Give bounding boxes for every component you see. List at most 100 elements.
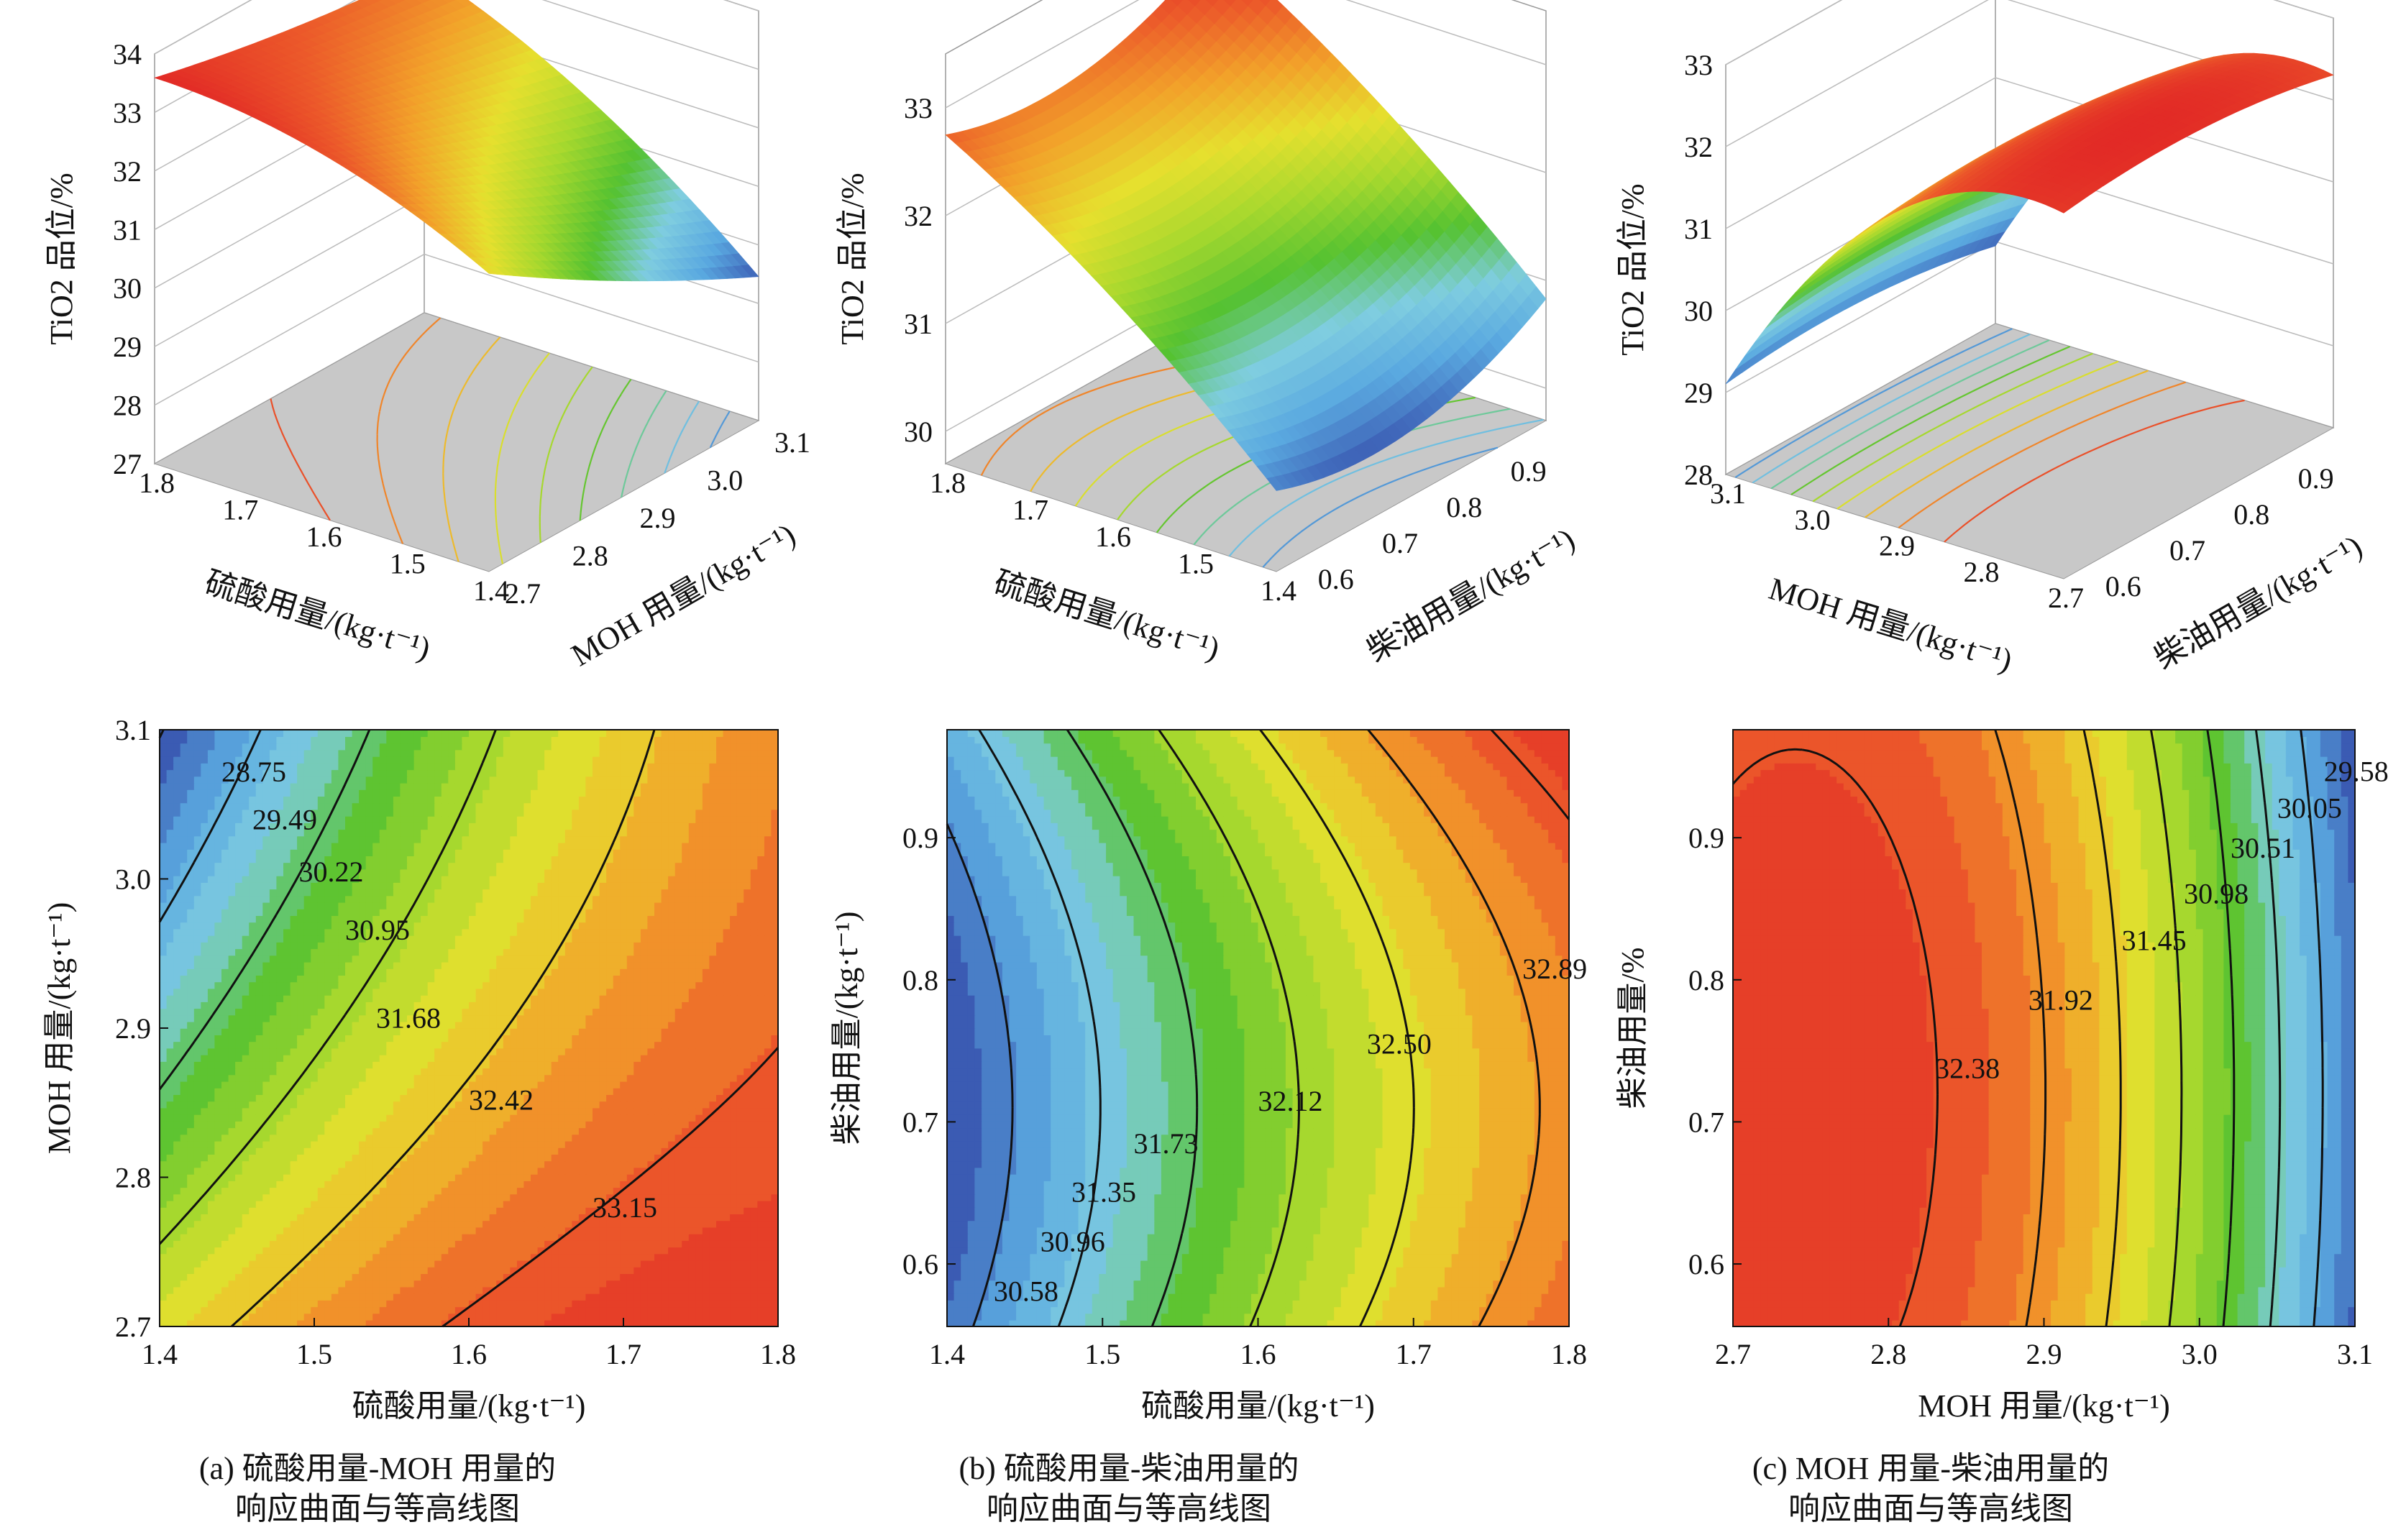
contour-cell (716, 1267, 723, 1274)
contour-cell (517, 1160, 524, 1168)
contour-cell (276, 1234, 283, 1241)
contour-cell (544, 1207, 552, 1214)
contour-cell (421, 1280, 428, 1287)
contour-cell (338, 1267, 345, 1274)
contour-cell (565, 1273, 572, 1280)
contour-cell (606, 1015, 613, 1022)
contour-cell (523, 1127, 531, 1135)
contour-cell (270, 1147, 277, 1155)
contour-cell (235, 1234, 242, 1241)
contour-cell (572, 1287, 579, 1294)
contour-cell (558, 1201, 565, 1208)
contour-cell (641, 1061, 648, 1068)
contour-cell (503, 1008, 511, 1015)
contour-cell (400, 1168, 407, 1175)
contour-cell (558, 1127, 565, 1135)
contour-cell (647, 1154, 654, 1161)
contour-cell (462, 1022, 469, 1029)
contour-cell (544, 1300, 552, 1307)
contour-cell (249, 1234, 256, 1241)
contour-cell (386, 1254, 393, 1261)
contour-cell (503, 1141, 511, 1148)
contour-cell (662, 1055, 669, 1062)
contour-cell (324, 1174, 331, 1181)
contour-cell (633, 1127, 641, 1135)
contour-cell (331, 1293, 339, 1301)
contour-cell (476, 1154, 483, 1161)
contour-cell (695, 989, 703, 996)
contour-cell (366, 1147, 373, 1155)
contour-cell (448, 1287, 455, 1294)
contour-cell (194, 1273, 201, 1280)
contour-cell (503, 1160, 511, 1168)
contour-cell (249, 1081, 256, 1088)
contour-cell (180, 1094, 188, 1101)
contour-cell (291, 981, 298, 989)
contour-cell (476, 1314, 483, 1321)
contour-cell (503, 989, 511, 996)
contour-cell (256, 1240, 263, 1247)
contour-cell (552, 1201, 559, 1208)
contour-cell (291, 1028, 298, 1035)
contour-cell (283, 989, 291, 996)
contour-cell (304, 1267, 311, 1274)
contour-cell (469, 1041, 476, 1048)
contour-cell (366, 1234, 373, 1241)
contour-cell (214, 1220, 221, 1227)
contour-cell (757, 1181, 764, 1188)
contour-cell (462, 1121, 469, 1128)
contour-cell (359, 1293, 366, 1301)
contour-cell (324, 1114, 331, 1122)
contour-cell (304, 1127, 311, 1135)
contour-cell (283, 1108, 291, 1115)
contour-cell (654, 1147, 662, 1155)
contour-cell (187, 1187, 194, 1194)
contour-cell (482, 1068, 490, 1075)
contour-cell (235, 1108, 242, 1115)
contour-cell (421, 1154, 428, 1161)
contour-cell (462, 981, 469, 989)
contour-cell (208, 1174, 215, 1181)
contour-cell (380, 1227, 387, 1234)
contour-cell (414, 1220, 421, 1227)
contour-cell (448, 1154, 455, 1161)
contour-cell (764, 1008, 772, 1015)
contour-cell (469, 1141, 476, 1148)
contour-cell (764, 1094, 772, 1101)
contour-cell (180, 1154, 188, 1161)
contour-cell (400, 1267, 407, 1274)
contour-cell (716, 1168, 723, 1175)
contour-cell (600, 1081, 607, 1088)
contour-cell (359, 1041, 366, 1048)
contour-cell (311, 1207, 318, 1214)
contour-cell (613, 1181, 621, 1188)
contour-cell (558, 1108, 565, 1115)
contour-cell (716, 975, 723, 982)
contour-cell (242, 1048, 250, 1055)
contour-cell (276, 1114, 283, 1122)
contour-cell (283, 1187, 291, 1194)
contour-cell (187, 1121, 194, 1128)
contour-cell (304, 1088, 311, 1095)
contour-cell (194, 1227, 201, 1234)
contour-cell (510, 1035, 517, 1042)
contour-cell (627, 1088, 634, 1095)
contour-cell (469, 1214, 476, 1221)
contour-cell (229, 1002, 236, 1009)
contour-cell (359, 1035, 366, 1042)
contour-cell (627, 1015, 634, 1022)
contour-cell (751, 1108, 758, 1115)
contour-cell (689, 1181, 696, 1188)
contour-cell (283, 968, 291, 976)
contour-cell (421, 1293, 428, 1301)
contour-cell (256, 1260, 263, 1268)
contour-cell (276, 955, 283, 963)
contour-cell (641, 1088, 648, 1095)
contour-cell (579, 962, 586, 969)
contour-cell (490, 1002, 497, 1009)
contour-cell (709, 1141, 716, 1148)
contour-cell (291, 1055, 298, 1062)
contour-cell (283, 1015, 291, 1022)
contour-cell (744, 1187, 751, 1194)
contour-cell (455, 1061, 462, 1068)
